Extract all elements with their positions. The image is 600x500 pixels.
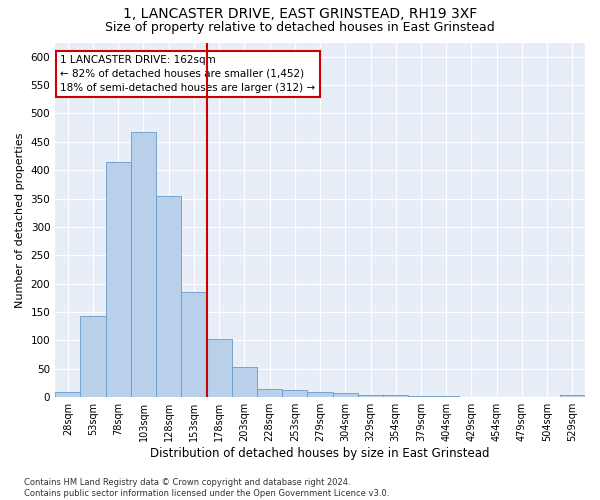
Bar <box>80 316 106 397</box>
Bar <box>55 392 80 397</box>
Bar <box>409 396 434 397</box>
Bar <box>156 196 181 397</box>
Text: Contains HM Land Registry data © Crown copyright and database right 2024.
Contai: Contains HM Land Registry data © Crown c… <box>24 478 389 498</box>
Text: 1, LANCASTER DRIVE, EAST GRINSTEAD, RH19 3XF: 1, LANCASTER DRIVE, EAST GRINSTEAD, RH19… <box>123 8 477 22</box>
Bar <box>434 396 459 397</box>
Bar <box>257 388 282 397</box>
Bar <box>131 132 156 397</box>
Bar <box>307 392 332 397</box>
Bar <box>106 162 131 397</box>
Bar <box>383 395 409 397</box>
Bar <box>282 390 307 397</box>
Bar <box>206 340 232 397</box>
Bar <box>560 395 585 397</box>
Bar <box>232 366 257 397</box>
Y-axis label: Number of detached properties: Number of detached properties <box>15 132 25 308</box>
Bar <box>181 292 206 397</box>
Text: 1 LANCASTER DRIVE: 162sqm
← 82% of detached houses are smaller (1,452)
18% of se: 1 LANCASTER DRIVE: 162sqm ← 82% of detac… <box>61 55 316 93</box>
Text: Size of property relative to detached houses in East Grinstead: Size of property relative to detached ho… <box>105 21 495 34</box>
Bar <box>332 392 358 397</box>
X-axis label: Distribution of detached houses by size in East Grinstead: Distribution of detached houses by size … <box>151 447 490 460</box>
Bar <box>358 395 383 397</box>
